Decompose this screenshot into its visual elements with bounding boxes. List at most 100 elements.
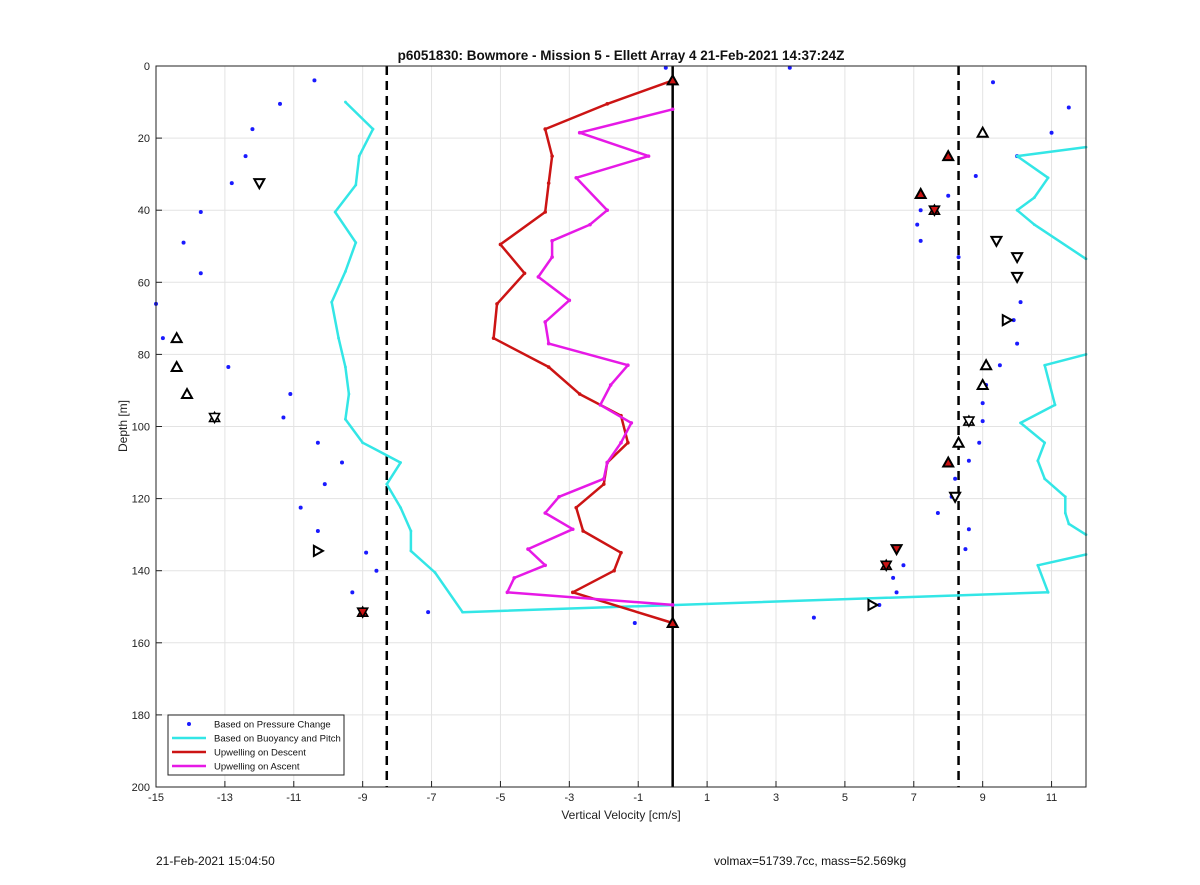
legend-label: Upwelling on Descent <box>214 748 306 759</box>
series-vertex <box>344 270 347 273</box>
series-vertex <box>1015 208 1019 212</box>
legend-label: Based on Pressure Change <box>214 720 331 731</box>
x-tick-label: -13 <box>217 792 233 804</box>
pressure-point <box>229 181 234 186</box>
pressure-point <box>198 210 203 215</box>
pressure-point <box>963 547 968 552</box>
pressure-point <box>811 615 816 620</box>
y-tick-label: 60 <box>138 277 150 289</box>
triangle-up-marker <box>941 149 955 162</box>
star-marker <box>356 607 370 619</box>
series-vertex <box>495 302 499 306</box>
y-tick-label: 20 <box>138 133 150 145</box>
pressure-point <box>243 154 248 159</box>
series-vertex <box>354 183 358 187</box>
triangle-down-marker <box>1010 252 1024 265</box>
x-tick-label: 3 <box>773 792 779 804</box>
series-vertex <box>550 239 554 243</box>
triangle-down-marker <box>252 178 267 191</box>
pressure-point <box>977 440 982 445</box>
series-vertex <box>433 571 437 574</box>
pressure-point <box>281 415 286 420</box>
series-vertex <box>1043 477 1047 481</box>
series-vertex <box>1046 176 1050 180</box>
series-layer <box>154 65 1088 628</box>
triangle-up-marker <box>180 386 194 400</box>
chart-title: p6051830: Bowmore - Mission 5 - Ellett A… <box>398 48 845 63</box>
pressure-point <box>1018 300 1023 305</box>
axis-ticks: -15 -13 -11 -9 -7 -5 -3 -1 1 3 5 7 9 1102040608010012… <box>132 61 1058 804</box>
series-vertex <box>505 590 510 595</box>
pressure-point <box>278 101 282 106</box>
pressure-point <box>966 527 971 532</box>
series-vertex <box>619 550 623 555</box>
y-tick-label: 180 <box>132 710 150 722</box>
x-tick-label: 5 <box>842 792 848 804</box>
series-vertex <box>333 210 337 214</box>
series-vertex <box>605 460 610 465</box>
triangle-right-marker <box>1001 313 1014 327</box>
series-vertex <box>619 440 623 445</box>
footer-vol-mass: volmax=51739.7cc, mass=52.569kg <box>714 854 907 868</box>
pressure-point <box>980 419 985 424</box>
series-vertex <box>605 208 610 212</box>
pressure-point <box>632 620 637 625</box>
pressure-point <box>250 127 255 132</box>
pressure-point <box>340 460 344 465</box>
series-vertex <box>605 102 610 106</box>
pressure-point <box>894 590 899 595</box>
pressure-point <box>315 440 320 445</box>
pressure-point <box>160 336 165 341</box>
pressure-point <box>288 392 293 397</box>
x-tick-label: 1 <box>704 792 710 804</box>
x-tick-label: -15 <box>148 792 164 804</box>
series-vertex <box>1036 459 1040 463</box>
triangle-up-marker <box>979 358 993 371</box>
series-vertex <box>1032 196 1036 199</box>
y-tick-label: 40 <box>138 205 150 217</box>
triangle-up-marker <box>975 377 990 391</box>
series-vertex <box>1015 154 1019 158</box>
triangle-up-marker <box>665 73 680 86</box>
pressure-point <box>946 193 951 198</box>
triangle-up-marker <box>913 186 928 199</box>
pressure-point <box>973 173 978 178</box>
series-vertex <box>1046 590 1050 594</box>
series-vertex <box>409 549 413 553</box>
pressure-point <box>956 255 961 260</box>
series-vertex <box>344 100 347 104</box>
pressure-point <box>1049 130 1054 135</box>
series-vertex <box>371 127 375 131</box>
y-tick-label: 100 <box>132 422 150 434</box>
series-vertex <box>491 336 496 340</box>
series-vertex <box>629 421 634 425</box>
series-vertex <box>546 341 551 346</box>
series-vertex <box>409 529 413 533</box>
series-line <box>492 79 674 625</box>
series-vertex <box>550 154 554 158</box>
y-tick-label: 140 <box>132 566 150 578</box>
pressure-point <box>901 563 906 568</box>
series-vertex <box>670 603 675 607</box>
series-vertex <box>1032 223 1036 227</box>
series-vertex <box>612 568 616 573</box>
reference-lines <box>385 66 960 787</box>
series-vertex <box>670 107 675 112</box>
series-vertex <box>1063 495 1067 499</box>
star-marker <box>208 412 221 425</box>
legend-label: Based on Buoyancy and Pitch <box>214 734 341 745</box>
series-vertex <box>399 461 402 464</box>
triangle-up-marker <box>665 615 680 628</box>
triangle-up-marker <box>941 455 955 468</box>
series-vertex <box>581 529 585 533</box>
x-tick-label: -9 <box>358 792 368 804</box>
x-tick-label: -1 <box>633 792 643 804</box>
triangle-up-marker <box>169 359 184 373</box>
y-tick-label: 200 <box>132 782 150 794</box>
pressure-point <box>891 575 896 580</box>
footer-timestamp: 21-Feb-2021 15:04:50 <box>156 854 275 868</box>
series-vertex <box>557 494 561 499</box>
pressure-point <box>322 482 327 487</box>
series-vertex <box>646 154 651 158</box>
series-vertex <box>522 271 527 276</box>
